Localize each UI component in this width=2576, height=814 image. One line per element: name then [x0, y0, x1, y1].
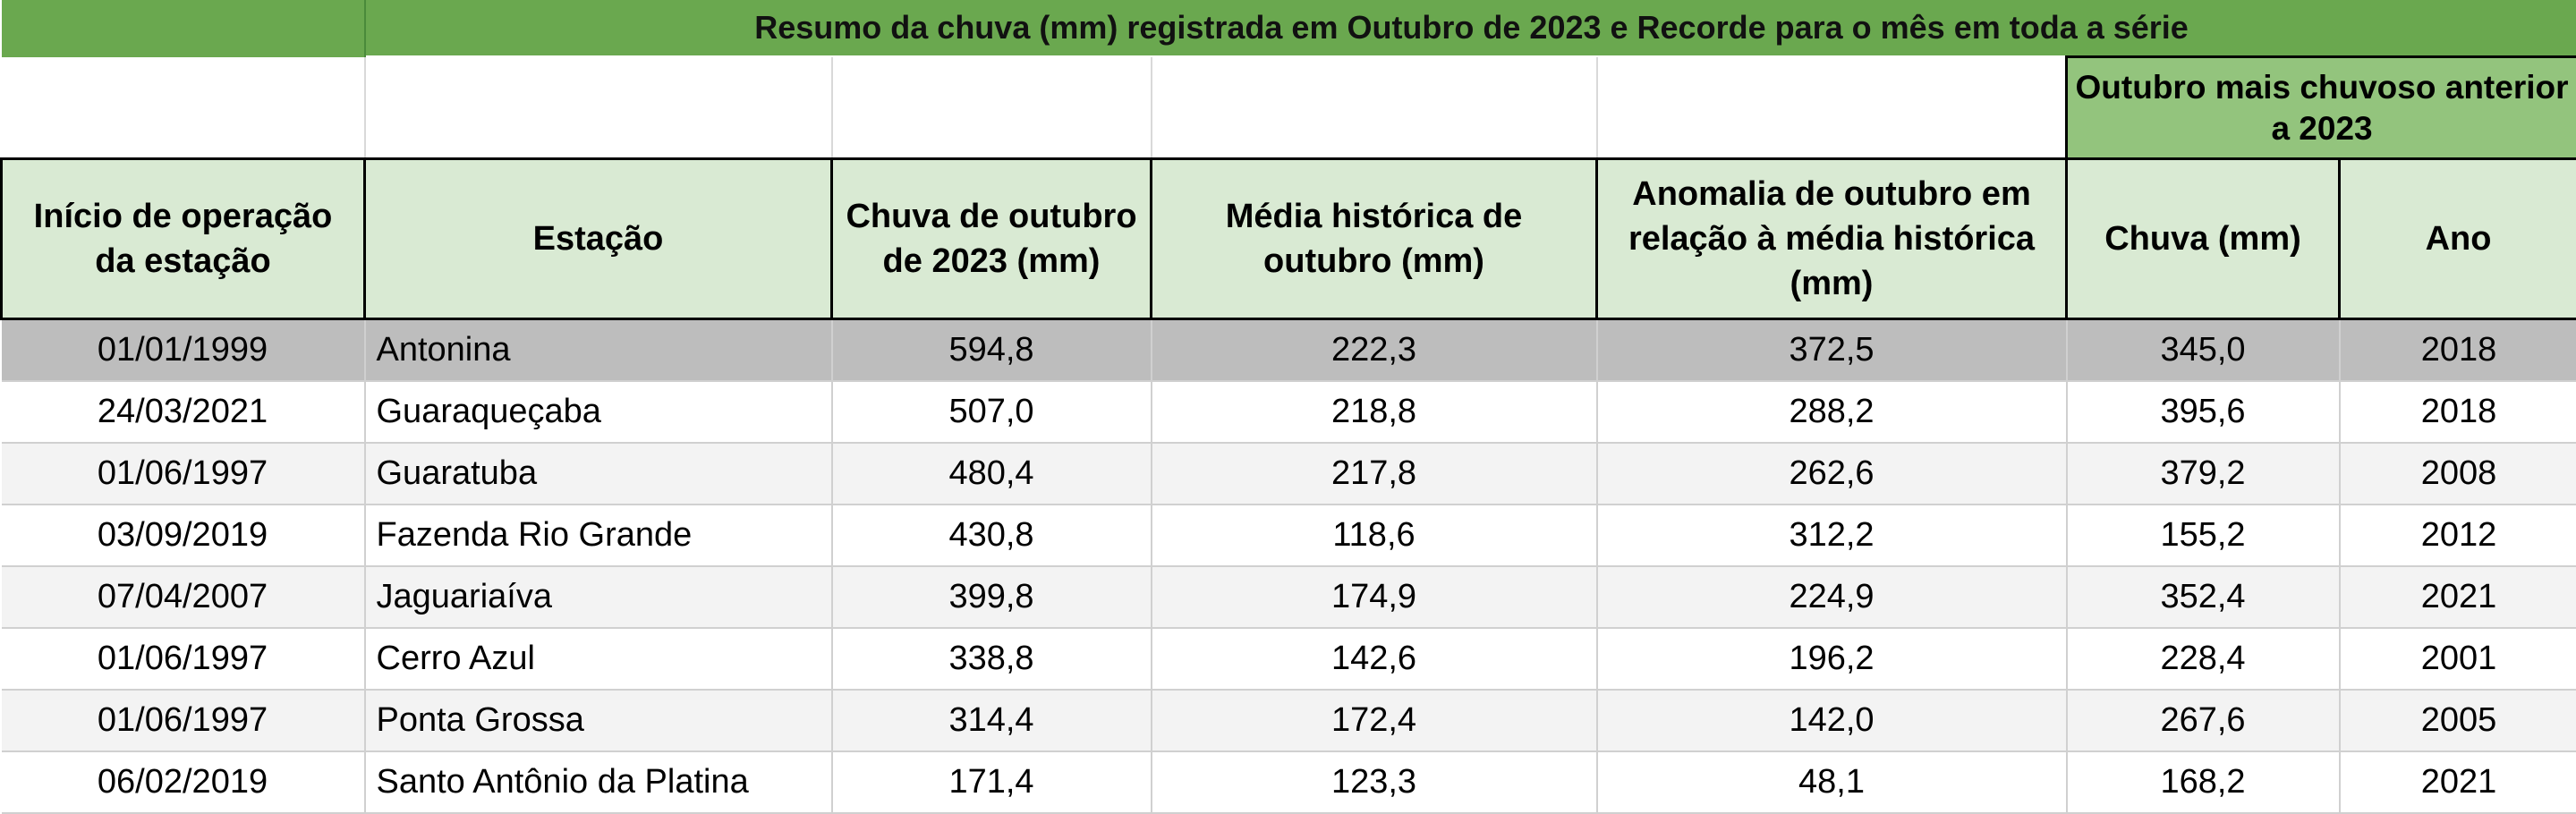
empty-cell[interactable] — [365, 57, 832, 159]
cell-chuva2023[interactable]: 399,8 — [832, 566, 1152, 628]
empty-cell[interactable] — [2, 57, 365, 159]
header-ano[interactable]: Ano — [2340, 159, 2576, 319]
cell-inicio[interactable]: 06/02/2019 — [2, 751, 365, 813]
cell-estacao[interactable]: Guaratuba — [365, 443, 832, 505]
cell-ano[interactable]: 2001 — [2340, 628, 2576, 690]
cell-media[interactable]: 217,8 — [1152, 443, 1597, 505]
cell-anomalia[interactable]: 372,5 — [1597, 319, 2067, 382]
cell-media[interactable]: 118,6 — [1152, 505, 1597, 566]
cell-anomalia[interactable]: 48,1 — [1597, 751, 2067, 813]
cell-ano[interactable]: 2008 — [2340, 443, 2576, 505]
cell-anomalia[interactable]: 262,6 — [1597, 443, 2067, 505]
cell-anomalia[interactable]: 312,2 — [1597, 505, 2067, 566]
cell-chuva[interactable]: 155,2 — [2067, 505, 2340, 566]
cell-chuva[interactable]: 379,2 — [2067, 443, 2340, 505]
cell-inicio[interactable]: 03/09/2019 — [2, 505, 365, 566]
cell-inicio[interactable]: 01/06/1997 — [2, 443, 365, 505]
cell-inicio[interactable]: 24/03/2021 — [2, 381, 365, 443]
cell-estacao[interactable]: Fazenda Rio Grande — [365, 505, 832, 566]
header-estacao[interactable]: Estação — [365, 159, 832, 319]
cell-chuva2023[interactable]: 594,8 — [832, 319, 1152, 382]
cell-chuva2023[interactable]: 171,4 — [832, 751, 1152, 813]
empty-cell[interactable] — [1152, 57, 1597, 159]
cell-media[interactable]: 222,3 — [1152, 319, 1597, 382]
cell-estacao[interactable]: Ponta Grossa — [365, 690, 832, 751]
cell-chuva[interactable]: 267,6 — [2067, 690, 2340, 751]
cell-ano[interactable]: 2005 — [2340, 690, 2576, 751]
cell-anomalia[interactable]: 142,0 — [1597, 690, 2067, 751]
title-corner-cell[interactable] — [2, 0, 365, 57]
cell-chuva[interactable]: 345,0 — [2067, 319, 2340, 382]
empty-cell[interactable] — [1597, 57, 2067, 159]
previous-record-header[interactable]: Outubro mais chuvoso anterior a 2023 — [2067, 57, 2576, 159]
super-header-row: Outubro mais chuvoso anterior a 2023 — [2, 57, 2576, 159]
cell-chuva[interactable]: 168,2 — [2067, 751, 2340, 813]
cell-inicio[interactable]: 07/04/2007 — [2, 566, 365, 628]
table-title[interactable]: Resumo da chuva (mm) registrada em Outub… — [365, 0, 2576, 57]
cell-chuva[interactable]: 228,4 — [2067, 628, 2340, 690]
cell-media[interactable]: 172,4 — [1152, 690, 1597, 751]
cell-estacao[interactable]: Santo Antônio da Platina — [365, 751, 832, 813]
cell-chuva[interactable]: 352,4 — [2067, 566, 2340, 628]
header-chuva-recorde[interactable]: Chuva (mm) — [2067, 159, 2340, 319]
cell-estacao[interactable]: Antonina — [365, 319, 832, 382]
cell-ano[interactable]: 2018 — [2340, 319, 2576, 382]
cell-media[interactable]: 174,9 — [1152, 566, 1597, 628]
column-header-row: Início de operação da estação Estação Ch… — [2, 159, 2576, 319]
cell-anomalia[interactable]: 288,2 — [1597, 381, 2067, 443]
cell-media[interactable]: 218,8 — [1152, 381, 1597, 443]
cell-chuva2023[interactable]: 507,0 — [832, 381, 1152, 443]
cell-chuva2023[interactable]: 480,4 — [832, 443, 1152, 505]
cell-estacao[interactable]: Guaraqueçaba — [365, 381, 832, 443]
cell-anomalia[interactable]: 196,2 — [1597, 628, 2067, 690]
cell-estacao[interactable]: Cerro Azul — [365, 628, 832, 690]
header-media[interactable]: Média histórica de outubro (mm) — [1152, 159, 1597, 319]
header-anomalia[interactable]: Anomalia de outubro em relação à média h… — [1597, 159, 2067, 319]
cell-chuva2023[interactable]: 314,4 — [832, 690, 1152, 751]
cell-inicio[interactable]: 01/06/1997 — [2, 690, 365, 751]
cell-inicio[interactable]: 01/06/1997 — [2, 628, 365, 690]
empty-cell[interactable] — [832, 57, 1152, 159]
cell-anomalia[interactable]: 224,9 — [1597, 566, 2067, 628]
cell-chuva[interactable]: 395,6 — [2067, 381, 2340, 443]
cell-estacao[interactable]: Jaguariaíva — [365, 566, 832, 628]
cell-chuva2023[interactable]: 338,8 — [832, 628, 1152, 690]
cell-ano[interactable]: 2018 — [2340, 381, 2576, 443]
cell-ano[interactable]: 2021 — [2340, 751, 2576, 813]
cell-ano[interactable]: 2021 — [2340, 566, 2576, 628]
cell-media[interactable]: 142,6 — [1152, 628, 1597, 690]
cell-inicio[interactable]: 01/01/1999 — [2, 319, 365, 382]
header-inicio[interactable]: Início de operação da estação — [2, 159, 365, 319]
cell-chuva2023[interactable]: 430,8 — [832, 505, 1152, 566]
title-row: Resumo da chuva (mm) registrada em Outub… — [2, 0, 2576, 57]
header-chuva-2023[interactable]: Chuva de outubro de 2023 (mm) — [832, 159, 1152, 319]
cell-ano[interactable]: 2012 — [2340, 505, 2576, 566]
cell-media[interactable]: 123,3 — [1152, 751, 1597, 813]
